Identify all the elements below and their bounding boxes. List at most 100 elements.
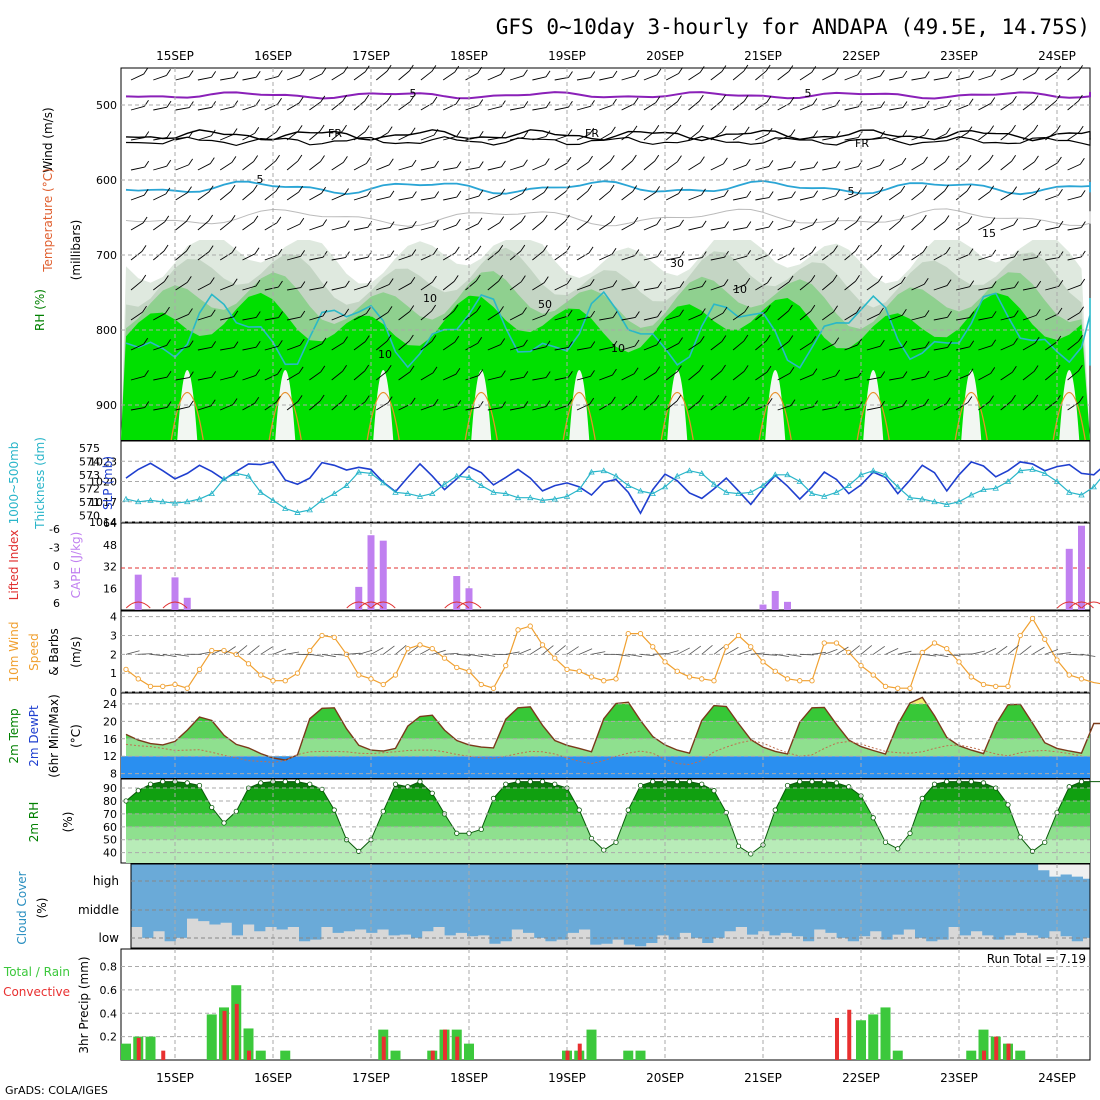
wind-barb	[621, 317, 636, 321]
wind-barb	[643, 344, 658, 351]
wind-barb-flag	[276, 125, 281, 133]
surface-wind-barb	[946, 653, 961, 657]
wind-barb	[175, 377, 190, 381]
wind-barb	[889, 76, 903, 81]
wind-barb-flag	[434, 160, 439, 168]
wind-barb-flag	[1080, 190, 1086, 197]
wind-barb-flag	[790, 219, 796, 227]
wind-barb-flag	[388, 278, 394, 285]
precip-total-bar	[856, 1020, 866, 1060]
wind-barb-flag	[812, 98, 818, 105]
wind-barb-flag	[364, 364, 370, 372]
wind-barb	[621, 255, 636, 261]
wind-barb-flag	[1034, 336, 1040, 344]
wind-speed-marker	[196, 666, 203, 673]
wind-barb	[309, 256, 324, 261]
wind-barb	[130, 222, 144, 231]
wind-barb	[576, 105, 591, 111]
wind-barb-flag	[545, 70, 551, 78]
wind-barb	[264, 190, 277, 201]
wind-barb	[509, 75, 524, 81]
wind-barb-flag	[1058, 280, 1064, 287]
wind-barb	[576, 316, 591, 321]
wind-barb-flag	[901, 157, 907, 165]
temp-label-3: (6hr Min/Max)	[47, 694, 61, 778]
cape-bar	[465, 588, 473, 610]
thickness-marker	[441, 480, 448, 487]
wind-barb-flag	[386, 334, 392, 342]
wind-barb-flag	[791, 191, 796, 198]
wind-barb-flag	[478, 161, 484, 168]
wind-barb-flag	[275, 154, 280, 162]
wind-barb	[509, 221, 522, 231]
wind-barb-flag	[1079, 306, 1084, 314]
wind-barb	[710, 256, 725, 261]
wind-barb	[732, 255, 747, 261]
cape-bar	[453, 576, 461, 610]
precip-total-bar	[464, 1043, 474, 1060]
wind-barb	[643, 256, 658, 261]
wind-barb	[621, 75, 636, 81]
wind-barb-flag	[500, 338, 506, 345]
thickness-marker	[453, 472, 460, 479]
wind-barb-flag	[633, 367, 639, 375]
wind-barb-flag	[298, 366, 304, 374]
li-line	[162, 601, 188, 609]
wind-speed-marker	[882, 683, 889, 689]
wind-barb	[376, 132, 389, 141]
wind-barb	[688, 162, 701, 171]
wind-barb	[710, 163, 724, 171]
wind-barb-flag	[966, 184, 972, 192]
wind-barb-flag	[411, 159, 417, 167]
wind-barb	[487, 166, 502, 171]
wind-barb	[643, 287, 658, 291]
wind-barb-flag	[520, 215, 526, 222]
wind-barb-flag	[143, 67, 149, 75]
wind-barb	[465, 251, 478, 261]
thickness-marker	[220, 475, 228, 482]
wind-barb	[978, 373, 991, 381]
wind-barb-flag	[724, 221, 729, 228]
wind-barb-flag	[1011, 154, 1017, 162]
wind-barb	[665, 371, 678, 381]
wind-barb-flag	[320, 95, 326, 103]
wind-speed-marker	[637, 630, 644, 637]
wind-barb-flag	[813, 161, 819, 168]
wind-barb-flag	[767, 127, 773, 135]
wind-speed-panel: 4 3 2 1 0	[110, 610, 1100, 699]
wind-barb-flag	[1078, 94, 1083, 102]
rh-marker	[833, 780, 840, 786]
wind-speed-marker	[784, 676, 791, 682]
wind-barb-flag	[386, 94, 392, 102]
wind-barb-flag	[278, 311, 283, 318]
surface-wind-barb	[848, 645, 860, 655]
surface-wind-barb	[922, 653, 937, 657]
wind-barb-flag	[322, 281, 328, 288]
wind-speed-marker	[907, 685, 913, 691]
thickness-marker	[416, 493, 424, 499]
thickness-marker	[833, 488, 840, 495]
precip-total-bar	[586, 1029, 597, 1060]
rh-marker	[331, 807, 337, 813]
wind-speed-marker	[123, 666, 129, 673]
thickness-marker	[343, 482, 350, 488]
wind-barb-flag	[590, 310, 596, 318]
date-label-bottom: 15SEP	[156, 1071, 194, 1085]
wind-speed-marker	[294, 670, 301, 676]
wind-barb	[353, 370, 366, 381]
wind-barb	[755, 282, 768, 291]
wind-barb	[420, 341, 433, 351]
wind-barb-flag	[1036, 251, 1042, 258]
wind-barb	[1022, 257, 1037, 261]
surface-wind-barb	[615, 653, 630, 657]
wind-barb-flag	[478, 99, 484, 106]
wind-barb-flag	[744, 396, 750, 404]
wind-barb-flag	[656, 218, 662, 225]
low-cloud-fill	[131, 918, 1090, 948]
wind-barb-flag	[453, 275, 459, 282]
wind-barb	[1045, 401, 1057, 411]
surface-wind-barb	[787, 653, 802, 657]
thickness-tick: 573	[79, 469, 100, 482]
wind-barb-flag	[141, 274, 147, 282]
wind-barb-flag	[654, 394, 660, 402]
